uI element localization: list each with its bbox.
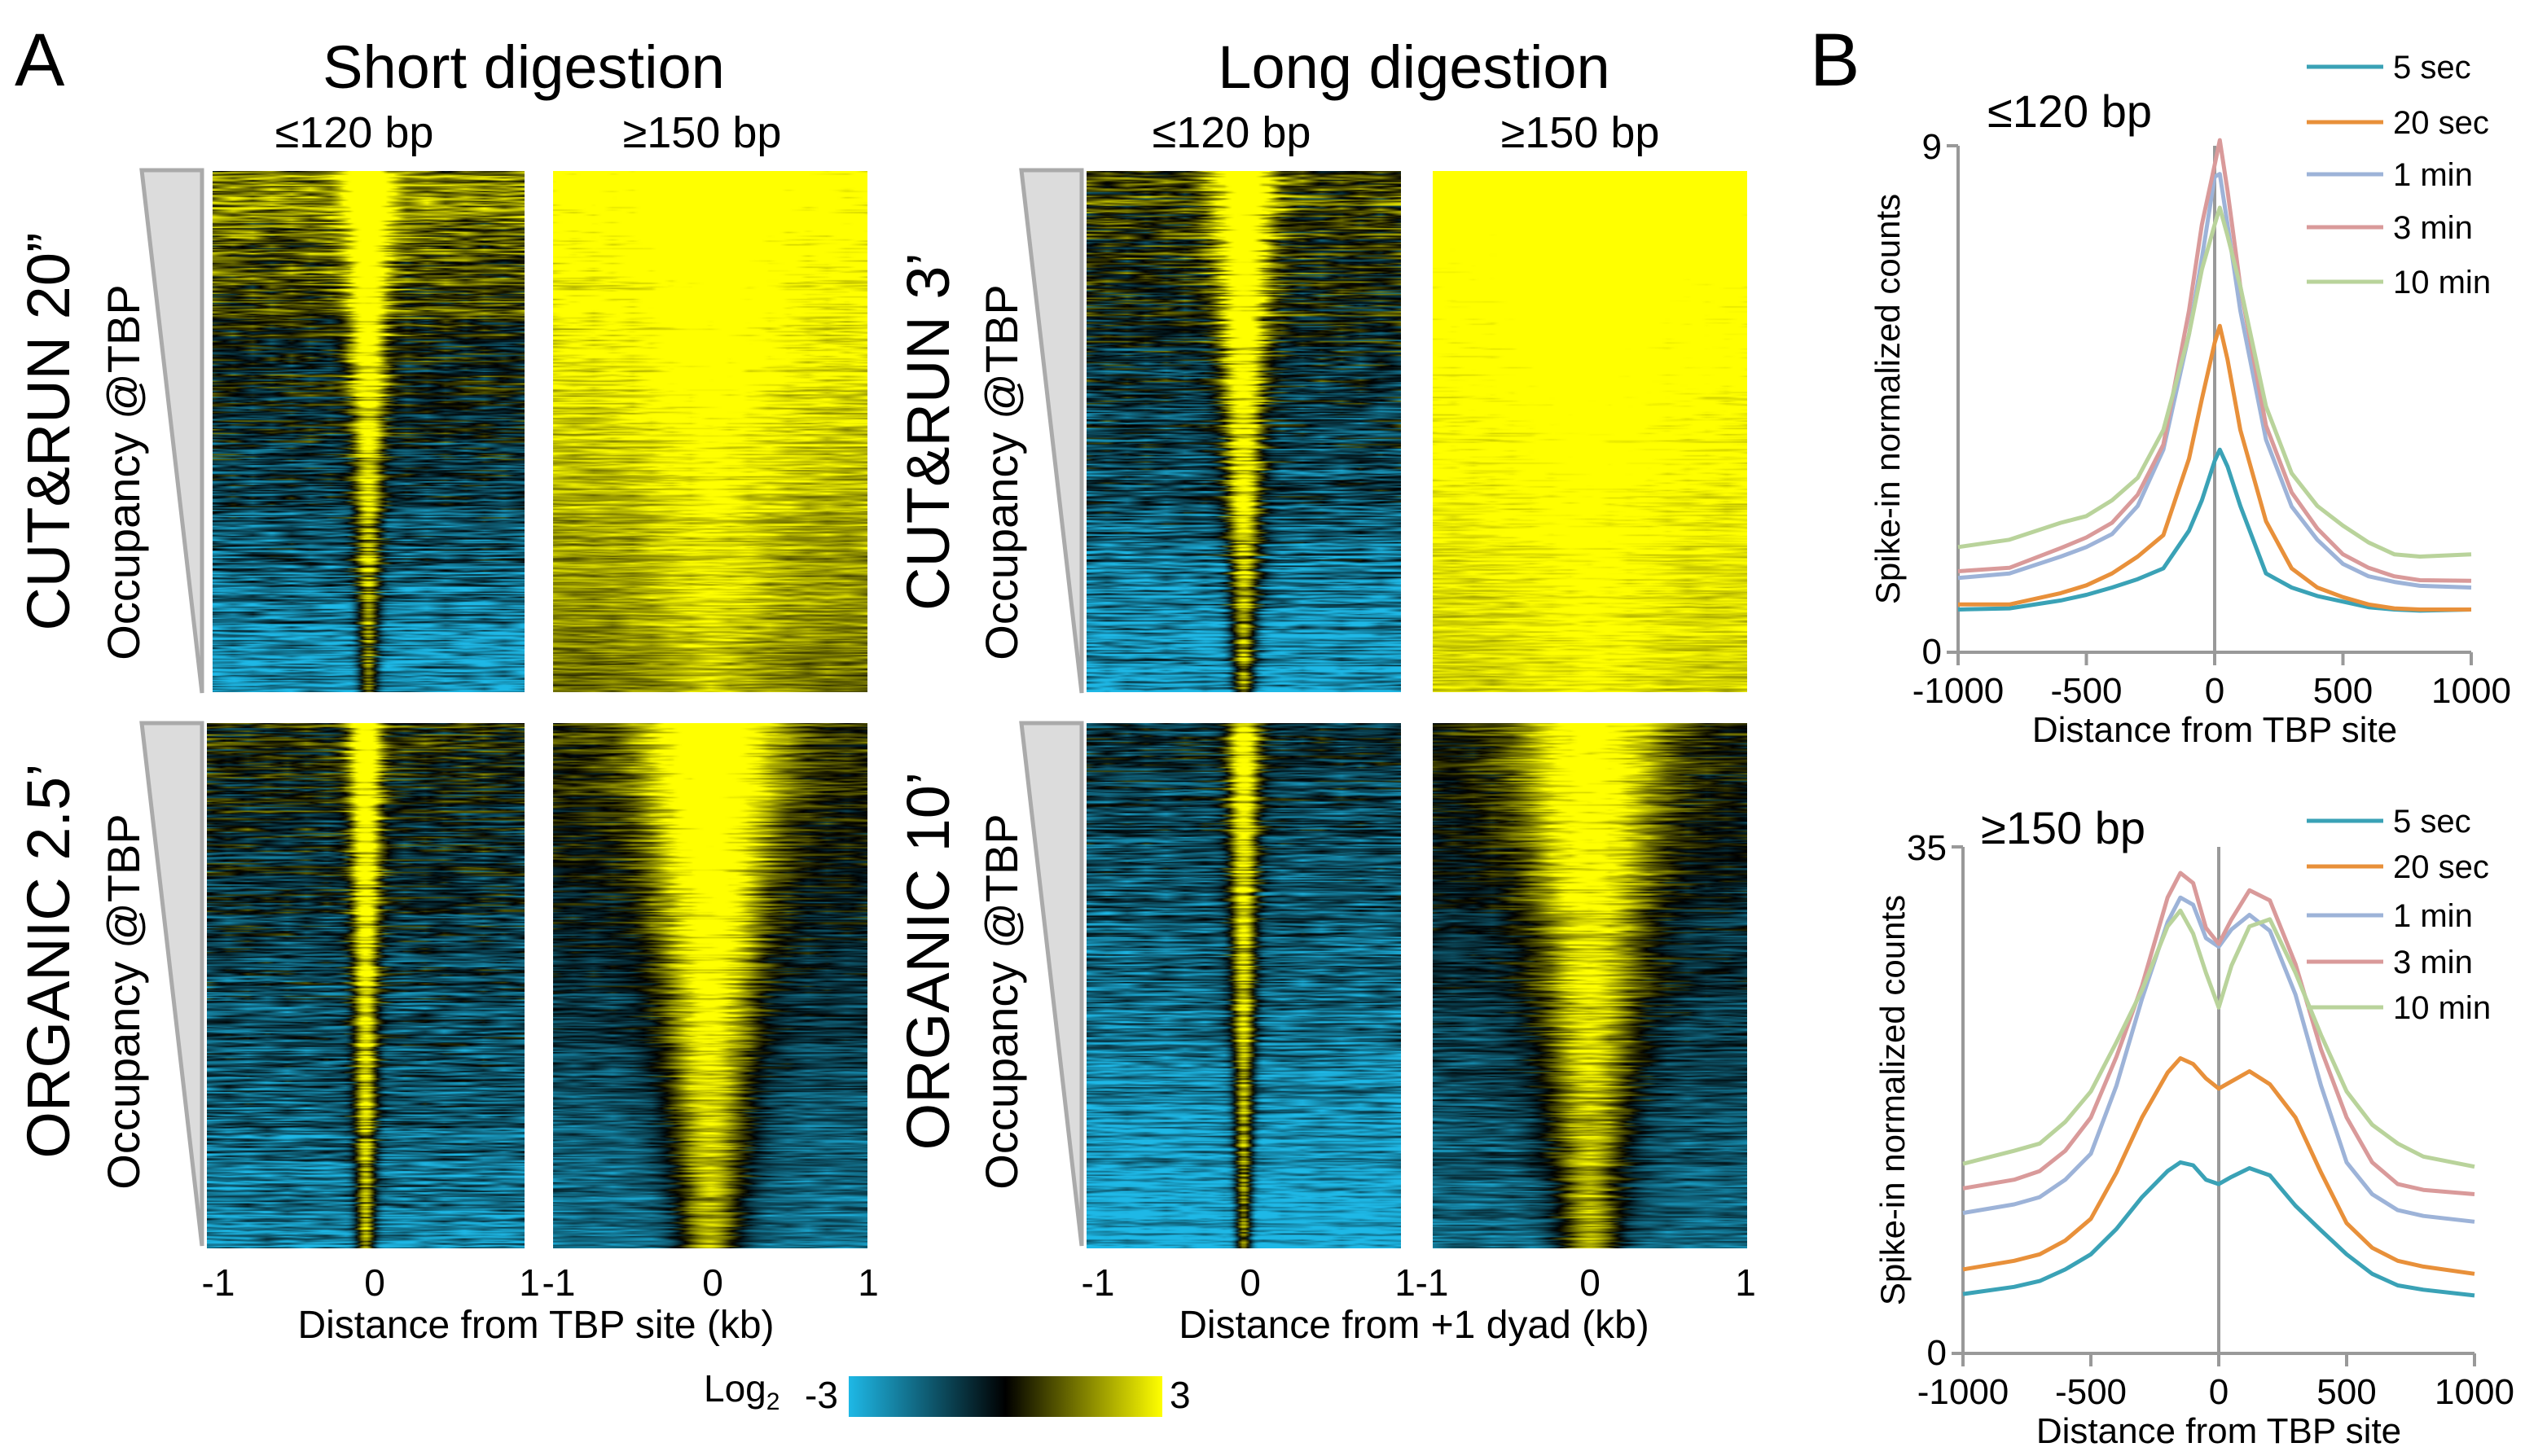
series-line-3-min — [1962, 871, 2475, 1196]
x-tick: 0 — [1579, 1261, 1601, 1304]
legend-label: 1 min — [2393, 898, 2473, 934]
x-tick: 1 — [519, 1261, 540, 1304]
colorbar-label-log: Log — [704, 1367, 766, 1410]
legend-label: 5 sec — [2393, 804, 2471, 840]
series-line-20-sec — [1962, 1056, 2475, 1276]
y-tick-label: 35 — [1907, 828, 1947, 868]
legend-label: 20 sec — [2393, 849, 2489, 885]
x-tick: -1 — [1081, 1261, 1115, 1304]
occupancy-triangle-icon — [139, 721, 204, 1247]
x-tick: 0 — [364, 1261, 385, 1304]
heatmap-organic-short-120 — [207, 723, 525, 1248]
col-title-short-120: ≤120 bp — [274, 108, 434, 157]
x-tick-label: 500 — [2313, 671, 2373, 711]
legend-label: 1 min — [2393, 157, 2473, 193]
x-tick-label: -1000 — [1912, 671, 2005, 711]
legend-label: 20 sec — [2393, 105, 2489, 141]
panel-b-letter: B — [1810, 19, 1860, 102]
series-line-3-min — [1957, 138, 2472, 583]
x-tick: 1 — [1394, 1261, 1416, 1304]
series-line-20-sec — [1958, 323, 2471, 612]
series-line-5-sec — [1962, 1160, 2475, 1298]
colorbar-label-base: 2 — [766, 1388, 780, 1416]
y-tick-label: 9 — [1922, 127, 1942, 167]
x-tick: 1 — [1735, 1261, 1756, 1304]
x-tick-label: 0 — [2205, 671, 2224, 711]
x-tick: 0 — [1240, 1261, 1261, 1304]
series-line-5-sec — [1957, 447, 2472, 613]
legend-label: 5 sec — [2393, 50, 2471, 86]
y-axis-title: Spike-in normalized counts — [1869, 194, 1907, 604]
chart-title: ≥150 bp — [1981, 802, 2145, 853]
colorbar-min-label: -3 — [805, 1374, 838, 1416]
series-line-10-min — [1962, 908, 2475, 1169]
colorbar-label: Log2 — [704, 1370, 779, 1414]
occupancy-triangle-icon — [1019, 168, 1084, 694]
panel-a-letter: A — [15, 19, 65, 102]
x-tick: -1 — [542, 1261, 576, 1304]
heatmap-organic-long-120 — [1087, 723, 1401, 1248]
x-axis-title-short: Distance from TBP site (kb) — [297, 1304, 775, 1347]
heatmap-cutrun-long-150 — [1433, 171, 1747, 692]
heatmap-organic-long-150 — [1433, 723, 1747, 1248]
y-tick-label: 0 — [1927, 1333, 1947, 1373]
legend-label: 3 min — [2393, 210, 2473, 246]
heatmap-cutrun-long-120 — [1087, 171, 1401, 692]
series-line-1-min — [1962, 895, 2475, 1224]
y-axis-title: Spike-in normalized counts — [1873, 895, 1912, 1305]
heatmap-organic-short-150 — [553, 723, 867, 1248]
heatmap-cutrun-short-150 — [553, 171, 867, 692]
y-tick-label: 0 — [1922, 632, 1942, 672]
x-tick: -1 — [201, 1261, 235, 1304]
x-tick: 0 — [702, 1261, 723, 1304]
x-tick-label: -500 — [2055, 1372, 2127, 1412]
x-axis-title: Distance from TBP site — [2032, 710, 2397, 750]
x-axis-title: Distance from TBP site — [2036, 1411, 2401, 1451]
heatmap-cutrun-short-120 — [213, 171, 525, 692]
series-line-1-min — [1957, 172, 2472, 590]
colorbar — [849, 1376, 1162, 1417]
col-title-long-150: ≥150 bp — [1500, 108, 1660, 157]
occupancy-triangle-icon — [139, 168, 204, 694]
x-tick-label: 1000 — [2435, 1372, 2514, 1412]
x-tick-label: 1000 — [2431, 671, 2511, 711]
x-tick-label: -500 — [2050, 671, 2122, 711]
x-tick-label: -1000 — [1917, 1372, 2009, 1412]
chart-title: ≤120 bp — [1987, 86, 2152, 137]
col-title-short-150: ≥150 bp — [622, 108, 782, 157]
x-axis-title-long: Distance from +1 dyad (kb) — [1179, 1304, 1649, 1347]
legend-label: 10 min — [2393, 265, 2491, 300]
group-title-short: Short digestion — [323, 33, 725, 101]
x-tick: -1 — [1415, 1261, 1449, 1304]
col-title-long-120: ≤120 bp — [1152, 108, 1311, 157]
x-tick: 1 — [858, 1261, 879, 1304]
legend-label: 3 min — [2393, 945, 2473, 980]
x-tick-label: 500 — [2316, 1372, 2376, 1412]
series-line-10-min — [1957, 205, 2472, 559]
colorbar-max-label: 3 — [1170, 1374, 1191, 1416]
occupancy-triangle-icon — [1019, 721, 1084, 1247]
legend-label: 10 min — [2393, 990, 2491, 1026]
group-title-long: Long digestion — [1218, 33, 1610, 101]
x-tick-label: 0 — [2209, 1372, 2229, 1412]
